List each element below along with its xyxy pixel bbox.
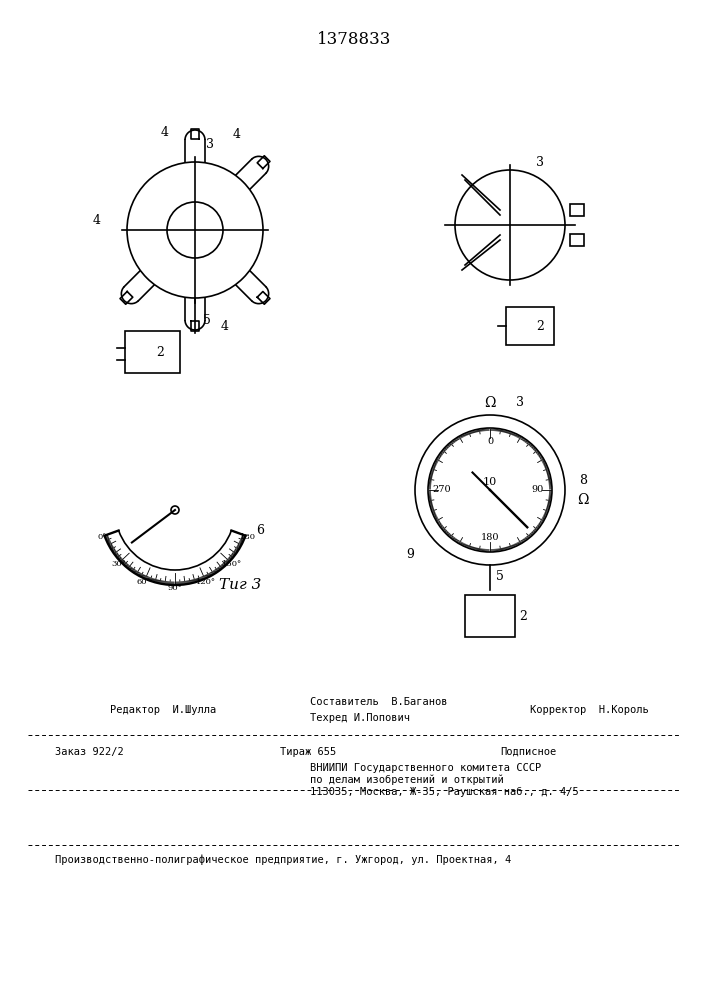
Bar — [506, 307, 554, 345]
Text: 30°: 30° — [111, 560, 126, 568]
Text: 2: 2 — [156, 346, 165, 359]
Text: 120°: 120° — [196, 578, 216, 586]
Text: по делам изобретений и открытий: по делам изобретений и открытий — [310, 775, 504, 785]
Text: Τиг 3: Τиг 3 — [218, 578, 261, 592]
Text: Составитель  В.Баганов: Составитель В.Баганов — [310, 697, 448, 707]
Text: 5: 5 — [203, 314, 211, 326]
Text: Редактор  И.Шулла: Редактор И.Шулла — [110, 705, 216, 715]
Text: ВНИИПИ Государственного комитета СССР: ВНИИПИ Государственного комитета СССР — [310, 763, 542, 773]
Text: 4: 4 — [233, 127, 241, 140]
Text: 60°: 60° — [136, 578, 151, 586]
Text: 3: 3 — [206, 137, 214, 150]
Bar — [465, 595, 515, 637]
Bar — [570, 204, 584, 216]
Text: 3: 3 — [516, 396, 524, 410]
Text: 2: 2 — [536, 320, 544, 332]
Text: Ω: Ω — [577, 493, 589, 507]
Text: 5: 5 — [496, 570, 504, 584]
Text: 3: 3 — [536, 155, 544, 168]
Text: Ω: Ω — [484, 396, 496, 410]
Bar — [125, 331, 180, 373]
Text: 10: 10 — [483, 477, 497, 487]
Text: Техред И.Попович: Техред И.Попович — [310, 713, 410, 723]
Text: 90: 90 — [532, 486, 544, 494]
Text: 4: 4 — [161, 125, 169, 138]
Text: 270: 270 — [433, 486, 451, 494]
Text: 150°: 150° — [222, 560, 242, 568]
Text: 1378833: 1378833 — [317, 31, 391, 48]
Text: 6: 6 — [256, 524, 264, 536]
Text: Тираж 655: Тираж 655 — [280, 747, 337, 757]
Text: Подписное: Подписное — [500, 747, 556, 757]
Text: 2: 2 — [519, 609, 527, 622]
Text: 4: 4 — [93, 214, 101, 227]
Text: 180: 180 — [240, 533, 257, 541]
Text: Корректор  Н.Король: Корректор Н.Король — [530, 705, 649, 715]
Text: 4: 4 — [221, 320, 229, 332]
Text: Производственно-полиграфическое предприятие, г. Ужгород, ул. Проектная, 4: Производственно-полиграфическое предприя… — [55, 855, 511, 865]
Bar — [570, 234, 584, 246]
Text: 9: 9 — [406, 548, 414, 562]
Text: 113035, Москва, Ж-35, Раушская наб., д. 4/5: 113035, Москва, Ж-35, Раушская наб., д. … — [310, 787, 579, 797]
Text: 0°: 0° — [97, 533, 106, 541]
Text: 180: 180 — [481, 534, 499, 542]
Text: 90°: 90° — [168, 584, 182, 592]
Text: 8: 8 — [579, 474, 587, 487]
Text: Заказ 922/2: Заказ 922/2 — [55, 747, 124, 757]
Text: 0: 0 — [487, 438, 493, 446]
